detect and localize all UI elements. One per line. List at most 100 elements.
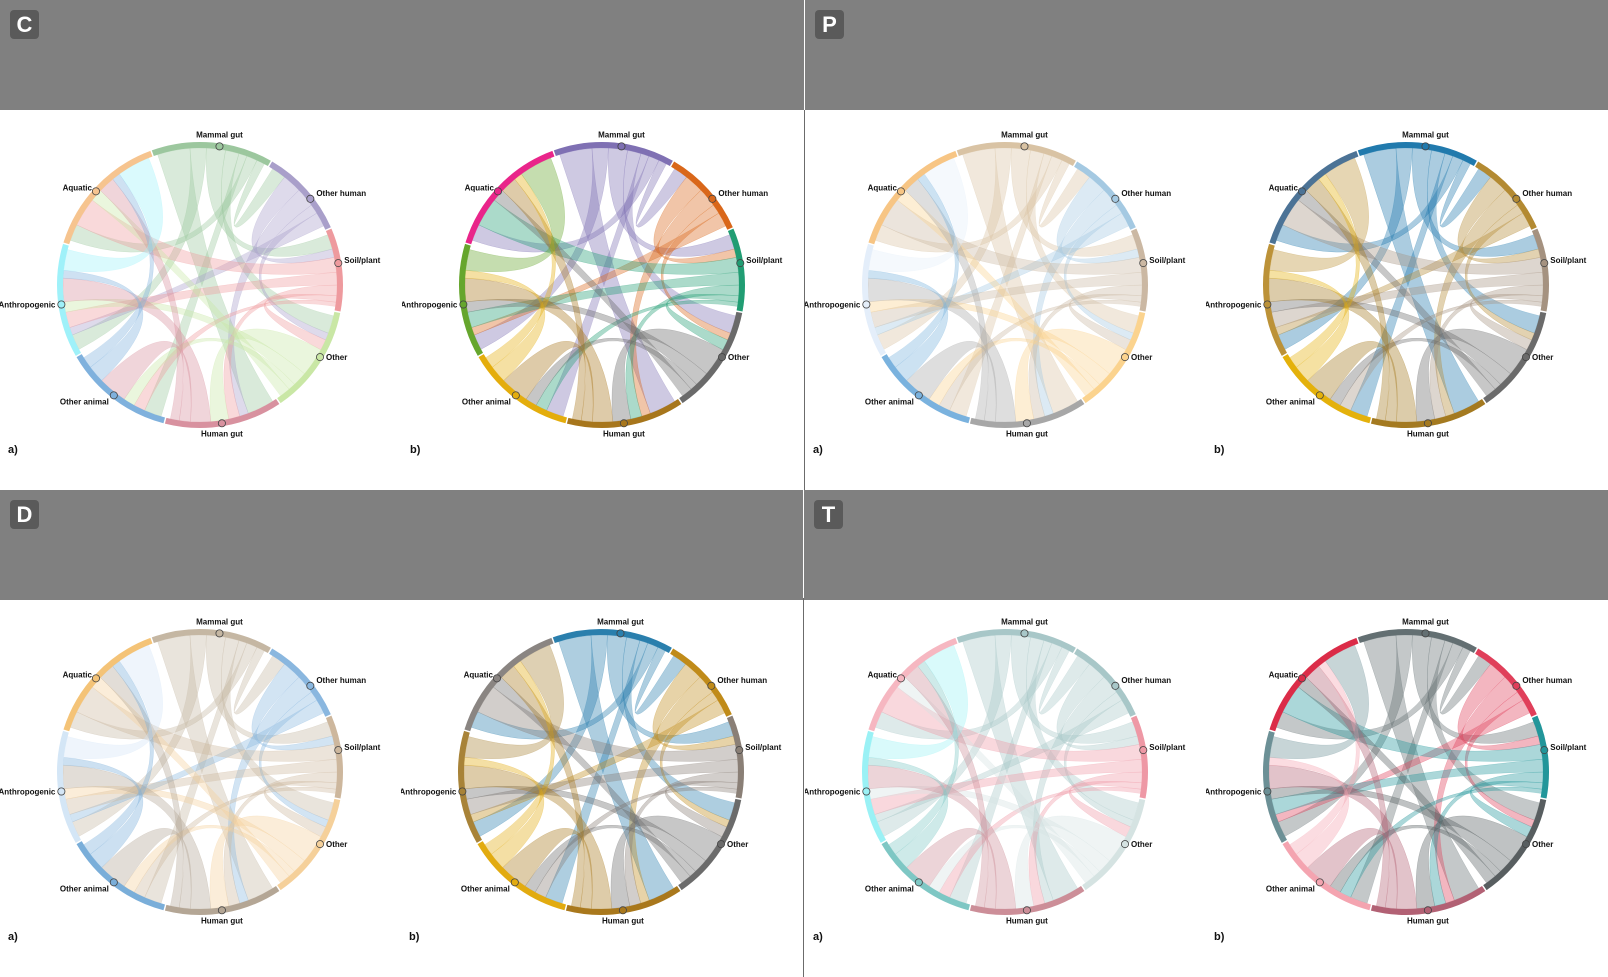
- node-arc: [151, 142, 271, 166]
- chord-ribbon: [1306, 666, 1390, 908]
- node-arc: [1074, 161, 1136, 230]
- chord-ribbon: [1457, 176, 1541, 264]
- node-marker: [735, 746, 744, 755]
- chord-ribbon: [502, 179, 586, 421]
- node-marker: [896, 674, 905, 683]
- node-marker: [1421, 629, 1430, 638]
- chord-ribbon: [606, 634, 734, 744]
- node-arc: [956, 142, 1076, 166]
- node-marker: [1121, 353, 1130, 362]
- chord-ribbon: [133, 299, 337, 411]
- node-marker: [493, 187, 502, 196]
- subpanel-label: a): [8, 444, 18, 456]
- chord-ribbon: [63, 785, 305, 872]
- node-arc: [956, 629, 1076, 653]
- panel-header: [0, 490, 803, 600]
- node-label: Other human: [1121, 676, 1171, 685]
- node-arc: [277, 798, 341, 891]
- node-arc: [1130, 715, 1148, 799]
- chord-ribbon: [72, 147, 207, 350]
- node-arc: [727, 228, 745, 312]
- node-marker: [1421, 142, 1430, 151]
- chord-ribbon: [464, 644, 564, 759]
- node-arc: [1531, 715, 1549, 799]
- chord-ribbon: [69, 699, 324, 823]
- panel-letter-badge: C: [10, 10, 39, 39]
- chord-ribbon: [546, 153, 650, 417]
- chord-ribbon: [1465, 204, 1535, 341]
- chord-ribbon: [1457, 663, 1541, 751]
- node-marker: [718, 353, 727, 362]
- node-label: Other human: [718, 189, 768, 198]
- chord-ribbon: [906, 341, 997, 422]
- node-arc: [1475, 648, 1537, 717]
- chord-ribbon: [870, 272, 1143, 328]
- chord-ribbon: [653, 176, 737, 264]
- node-arc: [269, 161, 331, 230]
- node-marker: [1540, 259, 1549, 268]
- chord-ribbon: [70, 155, 258, 253]
- node-marker: [616, 629, 625, 638]
- chord-ribbon: [1307, 341, 1398, 422]
- chord-ribbon: [962, 148, 1078, 414]
- node-marker: [707, 681, 716, 690]
- node-label: Other: [1532, 840, 1553, 849]
- chord-ribbon: [1010, 634, 1138, 744]
- chord-ribbon: [467, 272, 740, 328]
- node-label: Anthropogenic: [805, 300, 861, 309]
- chord-ribbon: [888, 660, 959, 855]
- node-label: Mammal gut: [196, 617, 243, 626]
- node-marker: [717, 840, 726, 849]
- node-label: Other animal: [60, 397, 109, 406]
- chord-ribbon: [611, 328, 724, 422]
- chord-ribbon: [209, 815, 322, 909]
- node-marker: [217, 906, 226, 915]
- chord-ribbon: [464, 270, 546, 381]
- chord-ribbon: [660, 691, 730, 828]
- chord-ribbon: [263, 781, 337, 837]
- chord-ribbon: [1269, 298, 1511, 385]
- chord-ribbon: [881, 686, 1142, 762]
- chord-ribbon: [1056, 176, 1140, 264]
- chord-ribbon: [1415, 328, 1528, 422]
- node-arc: [553, 142, 673, 166]
- chord-ribbon: [144, 153, 248, 417]
- node-label: Soil/plant: [344, 743, 380, 752]
- chord-ribbon: [1068, 294, 1142, 350]
- node-marker: [1522, 840, 1531, 849]
- panel-header: [805, 0, 1608, 110]
- chord-ribbon: [888, 173, 959, 368]
- chord-ribbon: [1033, 189, 1117, 417]
- chord-ribbon: [1298, 677, 1496, 884]
- node-label: Other animal: [461, 884, 510, 893]
- chord-ribbon: [485, 173, 556, 368]
- panel-header: [804, 490, 1608, 600]
- chord-ribbon: [524, 825, 696, 893]
- node-label: Aquatic: [464, 670, 494, 679]
- node-arc: [1483, 311, 1547, 404]
- chord-ribbon: [92, 190, 290, 397]
- node-marker: [1111, 194, 1120, 203]
- chord-ribbon: [1269, 644, 1369, 759]
- panel-letter-badge: D: [10, 500, 39, 529]
- chord-ribbon: [157, 635, 273, 901]
- chord-ribbon: [101, 828, 192, 909]
- ribbons: [62, 147, 338, 423]
- chord-ribbon: [65, 759, 338, 815]
- chord-ribbon: [661, 204, 731, 341]
- node-label: Mammal gut: [1001, 130, 1048, 139]
- chord-ribbon: [877, 634, 1012, 837]
- node-label: Soil/plant: [1550, 743, 1586, 752]
- chord-ribbon: [625, 284, 740, 420]
- chord-ribbon: [629, 676, 713, 904]
- node-label: Other human: [1522, 189, 1572, 198]
- node-label: Anthropogenic: [402, 300, 458, 309]
- chord-ribbon: [1026, 150, 1139, 334]
- chord-ribbon: [477, 686, 738, 762]
- chord-ribbon: [259, 691, 329, 828]
- chord-ribbon: [938, 786, 1142, 898]
- chord-ribbon: [502, 828, 593, 909]
- node-marker: [215, 629, 224, 638]
- ribbons: [867, 634, 1143, 910]
- ribbons: [867, 147, 1143, 423]
